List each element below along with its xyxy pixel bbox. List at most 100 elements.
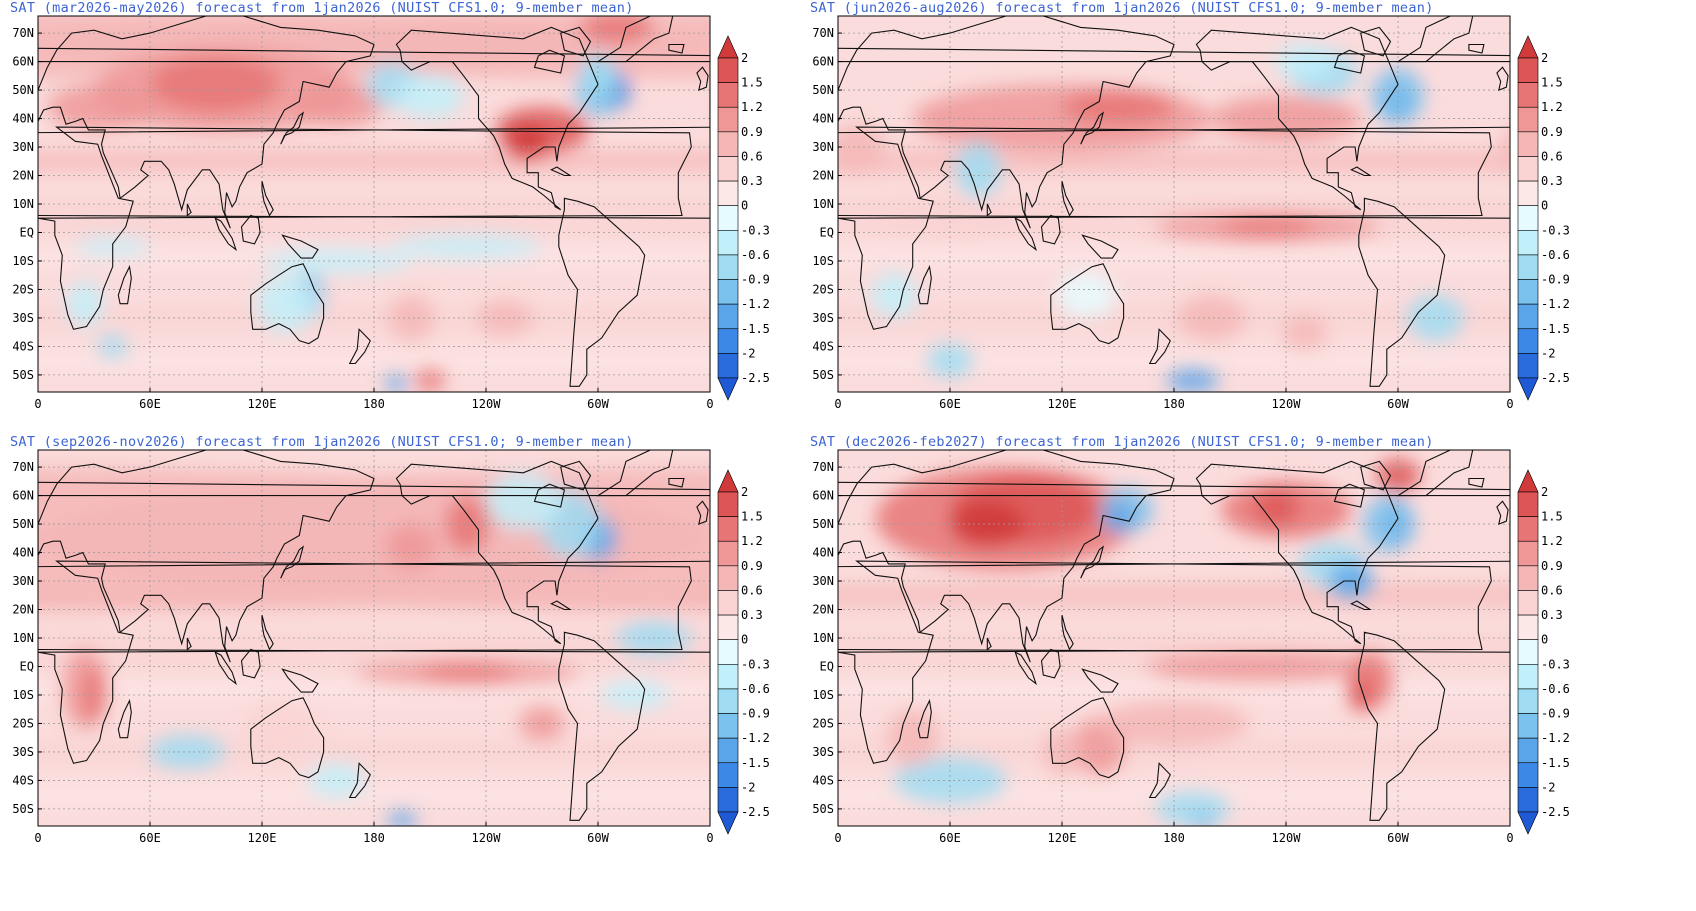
lat-tick-label: 70N — [812, 26, 834, 40]
coastline-hudson — [1333, 483, 1366, 508]
lon-tick-label: 180 — [1163, 831, 1185, 845]
coastline-baffin — [560, 460, 592, 491]
anomaly-contour — [150, 734, 225, 769]
lon-tick-label: 60E — [139, 397, 161, 411]
colorbar-tick-label: 0.9 — [741, 559, 763, 573]
colorbar-swatch — [1517, 639, 1539, 665]
lon-tick-label: 60W — [1387, 831, 1409, 845]
lat-tick-label: 30N — [812, 574, 834, 588]
colorbar-swatch — [1517, 713, 1539, 739]
map-panel: 70N 60N 50N 40N 30N 20N 10N EQ 10S 20S 30S 40S 50S 0 6… — [0, 0, 848, 455]
coastline-iceland — [668, 477, 685, 488]
lat-tick-label: 10S — [812, 254, 834, 268]
colorbar-swatch — [1517, 106, 1539, 133]
anomaly-contour — [290, 81, 384, 128]
colorbar-tick-label: -0.3 — [1541, 657, 1570, 671]
lat-tick-label: 30N — [812, 140, 834, 154]
map-panel: 70N 60N 50N 40N 30N 20N 10N EQ 10S 20S 30S 40S 50S 0 6… — [800, 0, 1648, 455]
colorbar-swatch — [1517, 664, 1539, 690]
coastline-borneo — [1040, 214, 1061, 245]
colorbar-tick-label: 0.6 — [741, 583, 763, 597]
lon-tick-label: 60E — [939, 397, 961, 411]
colorbar-swatch — [717, 516, 739, 542]
coastline-europe-asia — [838, 16, 1175, 229]
sat-anomaly-map: 70N 60N 50N 40N 30N 20N 10N EQ 10S 20S 30S 40S 50S 0 6… — [12, 449, 770, 845]
colorbar-tick-label: 0.3 — [1541, 608, 1563, 622]
colorbar-swatch — [1517, 205, 1539, 231]
coastline-borneo — [240, 648, 261, 679]
anomaly-contour — [256, 275, 317, 333]
anomaly-contour — [504, 124, 550, 159]
colorbar-tick-label: 0 — [741, 633, 748, 647]
lat-tick-label: 10S — [812, 688, 834, 702]
colorbar-swatch — [717, 713, 739, 739]
coastline-sumatra — [214, 651, 237, 686]
graticule — [38, 450, 710, 826]
colorbar-tick-label: -0.6 — [741, 248, 770, 262]
lat-tick-label: 20S — [12, 716, 34, 730]
colorbar-swatch — [717, 328, 739, 354]
colorbar-swatch — [1517, 230, 1539, 256]
anomaly-contour — [385, 524, 438, 570]
colorbar-swatch — [717, 639, 739, 665]
coastline-europe-asia — [38, 16, 375, 229]
coastline-japan — [280, 545, 305, 579]
lat-tick-label: 20S — [812, 282, 834, 296]
lat-tick-label: 10N — [812, 197, 834, 211]
coastline-africa — [38, 126, 692, 330]
colorbar-swatch — [1517, 131, 1539, 157]
coastline-iceland — [1468, 477, 1485, 488]
colorbar-swatch — [717, 279, 739, 305]
anomaly-contour — [601, 680, 669, 710]
lon-tick-label: 180 — [363, 397, 385, 411]
lat-tick-label: 10N — [12, 197, 34, 211]
colorbar-tick-label: -1.5 — [1541, 322, 1570, 336]
coastline-africa — [838, 560, 1492, 764]
lat-tick-label: 40S — [12, 773, 34, 787]
anomaly-contour — [308, 763, 365, 798]
colorbar-tick-label: 0.9 — [741, 125, 763, 139]
colorbar-min-arrow — [1517, 377, 1539, 401]
lat-tick-label: 40N — [812, 112, 834, 126]
coastline-new-zealand — [348, 762, 371, 799]
coastline-europe-asia — [838, 450, 1175, 663]
coastline-sri-lanka — [186, 203, 192, 217]
colorbar-swatch — [1517, 254, 1539, 280]
colorbar-swatch — [1517, 156, 1539, 182]
anomaly-contour — [415, 369, 445, 392]
lat-tick-label: 30S — [812, 311, 834, 325]
coastline-uk — [696, 500, 709, 525]
colorbar-tick-label: -0.9 — [1541, 707, 1570, 721]
coastline-europe-asia — [38, 450, 375, 663]
lat-tick-label: EQ — [820, 225, 834, 239]
colorbar-swatch — [1517, 590, 1539, 616]
colorbar-tick-label: -1.2 — [1541, 297, 1570, 311]
lat-tick-label: 50N — [12, 83, 34, 97]
colorbar-swatch — [1517, 353, 1539, 379]
colorbar-swatch — [717, 82, 739, 108]
colorbar-swatch — [717, 737, 739, 764]
lat-tick-label: 10N — [12, 631, 34, 645]
lat-tick-label: 10S — [12, 254, 34, 268]
colorbar-tick-label: -0.9 — [741, 707, 770, 721]
sat-anomaly-map: 70N 60N 50N 40N 30N 20N 10N EQ 10S 20S 30S 40S 50S 0 6… — [812, 449, 1570, 845]
lon-tick-label: 120W — [472, 831, 502, 845]
coastline-cuba — [550, 166, 572, 177]
colorbar-swatch — [717, 106, 739, 133]
coastline-philippines — [261, 615, 274, 651]
lat-tick-label: 50S — [12, 368, 34, 382]
sat-anomaly-map: 70N 60N 50N 40N 30N 20N 10N EQ 10S 20S 30S 40S 50S 0 6… — [12, 15, 770, 411]
lat-tick-label: 30N — [12, 574, 34, 588]
colorbar-tick-label: 0.6 — [741, 149, 763, 163]
colorbar-swatch — [717, 131, 739, 157]
coastline-hudson — [533, 483, 566, 508]
coastline-madagascar — [117, 698, 132, 739]
map-panel: 70N 60N 50N 40N 30N 20N 10N EQ 10S 20S 30S 40S 50S 0 6… — [800, 434, 1648, 889]
lon-tick-label: 60W — [587, 831, 609, 845]
lon-tick-label: 0 — [1506, 397, 1513, 411]
coastline-hudson — [533, 49, 566, 74]
colorbar-swatch — [717, 205, 739, 231]
colorbar-tick-label: -1.5 — [741, 756, 770, 770]
colorbar-tick-label: -2 — [1541, 780, 1555, 794]
coastline-baffin — [560, 26, 592, 57]
